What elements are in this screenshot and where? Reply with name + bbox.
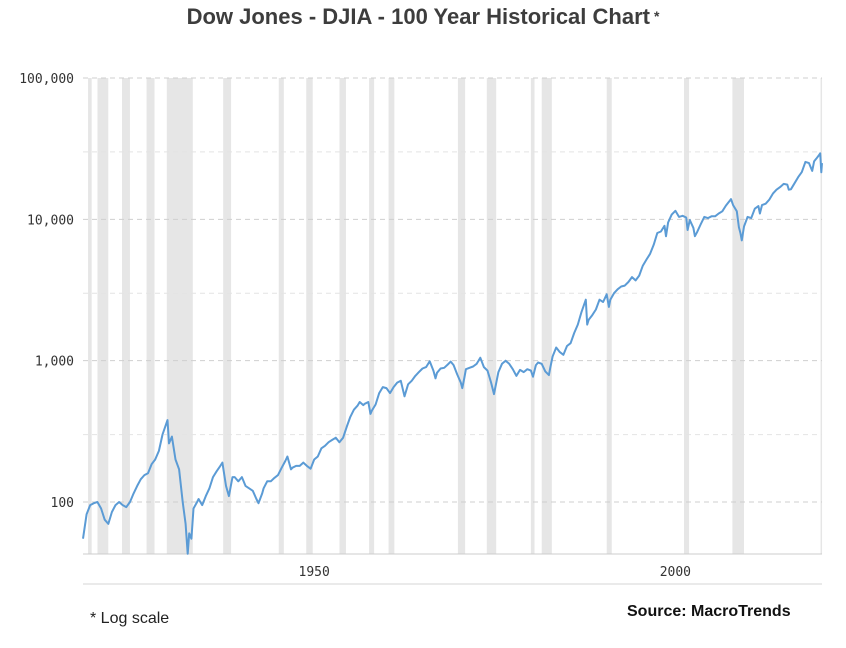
djia-series-line — [82, 152, 823, 555]
recession-band — [223, 78, 232, 554]
x-tick-label: 2000 — [660, 565, 691, 580]
recession-band — [369, 78, 375, 554]
recession-band — [606, 78, 612, 554]
recession-band — [732, 78, 744, 554]
y-tick-label: 100 — [51, 496, 74, 511]
recession-band — [339, 78, 346, 554]
recession-band — [530, 78, 535, 554]
title-footnote-marker: * — [653, 8, 660, 24]
x-tick-label: 1950 — [299, 565, 330, 580]
recession-band — [97, 78, 109, 554]
recession-band — [122, 78, 130, 554]
source-credit: Source: MacroTrends — [627, 603, 791, 620]
recession-band — [541, 78, 552, 554]
recession-band — [146, 78, 155, 554]
y-tick-label: 1,000 — [35, 355, 74, 370]
recession-band — [306, 78, 313, 554]
recession-band — [820, 78, 823, 554]
chart-title-text: Dow Jones - DJIA - 100 Year Historical C… — [186, 4, 650, 29]
axes — [83, 553, 822, 585]
recession-band — [278, 78, 284, 554]
chart-title: Dow Jones - DJIA - 100 Year Historical C… — [0, 4, 846, 30]
recession-band — [684, 78, 690, 554]
recession-band — [88, 78, 92, 554]
recession-band — [457, 78, 466, 554]
series-layer — [82, 152, 823, 555]
y-tick-label: 10,000 — [27, 213, 74, 228]
recession-band — [486, 78, 497, 554]
log-scale-note: * Log scale — [90, 610, 170, 627]
x-axis-ticks: 1950 2000 — [299, 565, 692, 580]
gridlines — [83, 77, 822, 503]
recession-band — [388, 78, 395, 554]
y-axis-ticks: 100 1,000 10,000 100,000 — [19, 72, 74, 511]
y-tick-label: 100,000 — [19, 72, 74, 87]
recession-bands — [88, 78, 823, 554]
